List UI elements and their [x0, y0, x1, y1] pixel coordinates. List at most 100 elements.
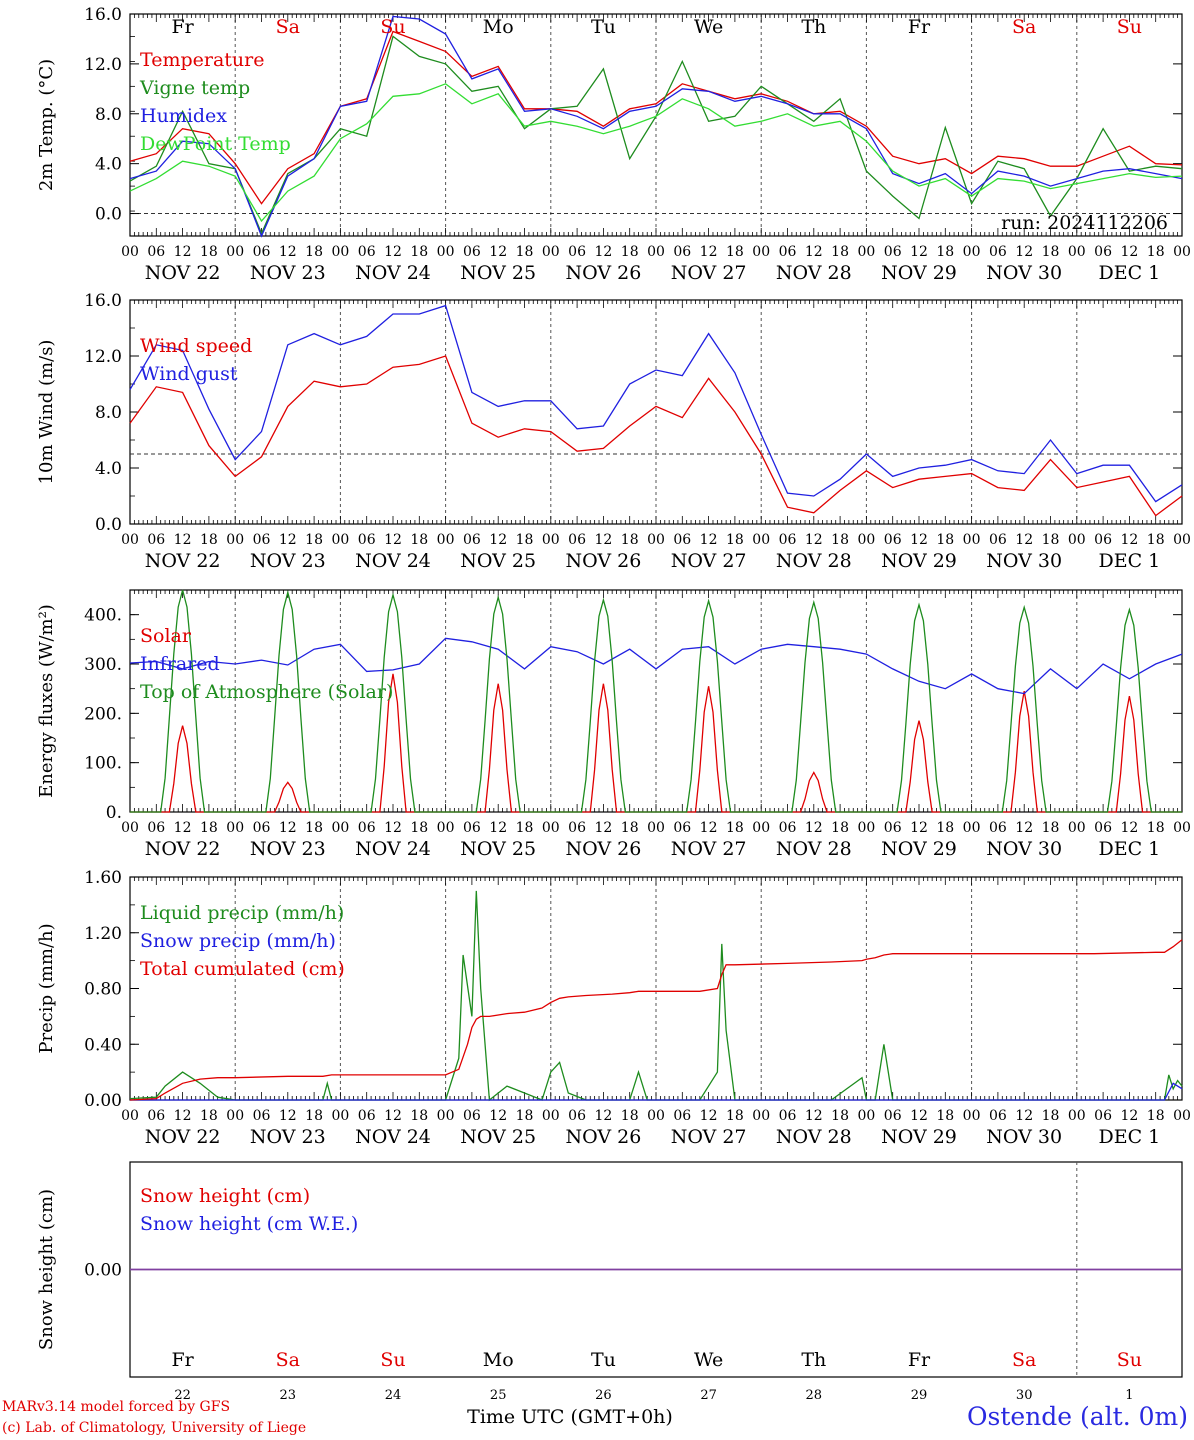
hour-tick-label: 12	[1120, 820, 1138, 836]
y-tick-label: 0.	[106, 803, 122, 823]
hour-tick-label: 06	[147, 820, 165, 836]
credit-lab: (c) Lab. of Climatology, University of L…	[2, 1420, 307, 1436]
hour-tick-label: 00	[437, 532, 455, 548]
hour-tick-label: 12	[805, 1108, 823, 1124]
hour-tick-label: 18	[621, 532, 639, 548]
hour-tick-label: 06	[989, 244, 1007, 260]
y-tick-label: 0.0	[95, 205, 122, 225]
day-number: 27	[700, 1388, 717, 1403]
hour-tick-label: 06	[989, 1108, 1007, 1124]
y-axis-label: 10m Wind (m/s)	[36, 340, 57, 485]
day-name-top: Tu	[591, 16, 616, 38]
date-label: NOV 29	[881, 550, 957, 572]
hour-tick-label: 06	[568, 244, 586, 260]
day-name-top: Fr	[908, 16, 931, 38]
hour-tick-label: 18	[200, 244, 218, 260]
hour-tick-label: 18	[726, 532, 744, 548]
day-number: 22	[174, 1388, 191, 1403]
hour-tick-label: 12	[384, 820, 402, 836]
hour-tick-label: 06	[779, 1108, 797, 1124]
hour-tick-label: 00	[647, 1108, 665, 1124]
hour-tick-label: 00	[1068, 1108, 1086, 1124]
panel-2	[129, 299, 1183, 525]
y-tick-label: 0.0	[95, 515, 122, 535]
hour-tick-label: 18	[410, 532, 428, 548]
series-line-temperature	[129, 30, 1183, 205]
panel-3	[129, 589, 1183, 813]
y-tick-label: 200.	[84, 704, 122, 724]
legend-entry: Solar	[140, 625, 192, 647]
hour-tick-label: 06	[463, 244, 481, 260]
hour-tick-label: 18	[726, 244, 744, 260]
hour-tick-label: 12	[1015, 244, 1033, 260]
y-tick-label: 16.0	[84, 291, 122, 311]
legend-entry: Vigne temp	[139, 77, 250, 99]
hour-tick-label: 06	[568, 532, 586, 548]
y-tick-label: 400.	[84, 606, 122, 626]
date-label: NOV 23	[250, 550, 326, 572]
date-label: NOV 24	[355, 262, 431, 284]
hour-tick-label: 00	[963, 532, 981, 548]
hour-tick-label: 12	[279, 820, 297, 836]
hour-tick-label: 12	[174, 244, 192, 260]
hour-tick-label: 06	[253, 820, 271, 836]
y-tick-label: 12.0	[84, 55, 122, 75]
hour-tick-label: 18	[305, 244, 323, 260]
day-number: 24	[385, 1388, 402, 1403]
hour-tick-label: 06	[779, 820, 797, 836]
date-label: NOV 28	[776, 1126, 852, 1148]
hour-tick-label: 18	[516, 1108, 534, 1124]
hour-tick-label: 00	[752, 244, 770, 260]
series-line-infrared	[129, 637, 1183, 695]
hour-tick-label: 12	[805, 820, 823, 836]
hour-tick-label: 12	[1015, 820, 1033, 836]
hour-tick-label: 06	[147, 1108, 165, 1124]
date-label: NOV 30	[986, 550, 1062, 572]
legend-entry: DewPoint Temp	[140, 133, 291, 155]
date-label: NOV 29	[881, 1126, 957, 1148]
hour-tick-label: 12	[700, 820, 718, 836]
hour-tick-label: 18	[621, 1108, 639, 1124]
day-name-top: Th	[801, 16, 826, 38]
hour-tick-label: 12	[805, 532, 823, 548]
hour-tick-label: 12	[594, 820, 612, 836]
legend-entry: Wind gust	[140, 363, 238, 385]
hour-tick-label: 18	[305, 1108, 323, 1124]
hour-tick-label: 18	[200, 1108, 218, 1124]
date-label: NOV 22	[145, 838, 221, 860]
hour-tick-label: 18	[831, 1108, 849, 1124]
panel-4	[129, 876, 1183, 1102]
hour-tick-label: 12	[594, 532, 612, 548]
hour-tick-label: 12	[700, 532, 718, 548]
hour-tick-label: 00	[1173, 1108, 1191, 1124]
hour-tick-label: 12	[1120, 532, 1138, 548]
date-label: NOV 23	[250, 838, 326, 860]
hour-tick-label: 18	[1147, 820, 1165, 836]
hour-tick-label: 18	[410, 244, 428, 260]
hour-tick-label: 12	[700, 244, 718, 260]
hour-tick-label: 06	[673, 1108, 691, 1124]
hour-tick-label: 06	[673, 532, 691, 548]
date-label: NOV 25	[460, 550, 536, 572]
hour-tick-label: 18	[831, 820, 849, 836]
hour-tick-label: 00	[331, 532, 349, 548]
date-label: NOV 27	[671, 838, 747, 860]
hour-tick-label: 06	[989, 820, 1007, 836]
hour-tick-label: 06	[147, 532, 165, 548]
date-label: NOV 28	[776, 550, 852, 572]
hour-tick-label: 18	[1147, 1108, 1165, 1124]
hour-tick-label: 18	[516, 532, 534, 548]
hour-tick-label: 12	[910, 1108, 928, 1124]
day-name-bottom: Sa	[276, 1349, 300, 1371]
hour-tick-label: 00	[857, 820, 875, 836]
legend-entry: Total cumulated (cm)	[140, 958, 345, 980]
hour-tick-label: 18	[410, 1108, 428, 1124]
hour-tick-label: 06	[358, 532, 376, 548]
y-tick-label: 0.00	[84, 1091, 122, 1111]
hour-tick-label: 00	[647, 532, 665, 548]
hour-tick-label: 18	[1042, 820, 1060, 836]
hour-tick-label: 18	[726, 1108, 744, 1124]
hour-tick-label: 12	[279, 1108, 297, 1124]
hour-tick-label: 00	[121, 820, 139, 836]
